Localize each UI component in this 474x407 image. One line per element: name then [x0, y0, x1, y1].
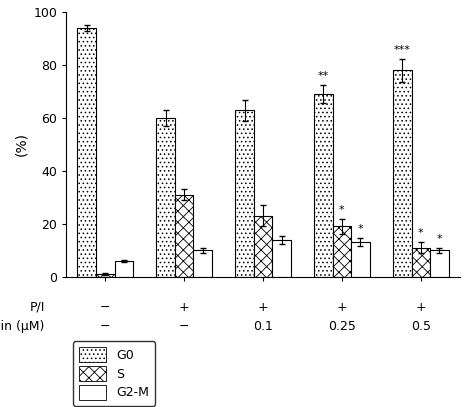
Text: +: +	[416, 300, 426, 313]
Text: −: −	[100, 320, 110, 333]
Bar	[175, 195, 193, 277]
Text: P/I: P/I	[29, 300, 45, 313]
Bar	[411, 247, 430, 277]
Legend: G0, S, G2-M: G0, S, G2-M	[73, 341, 155, 406]
Bar	[333, 226, 351, 277]
Text: 0.5: 0.5	[411, 320, 431, 333]
Text: +: +	[179, 300, 190, 313]
Text: *: *	[358, 224, 363, 234]
Text: *: *	[339, 205, 345, 214]
Y-axis label: (%): (%)	[14, 133, 28, 156]
Bar	[351, 242, 370, 277]
Bar	[77, 28, 96, 277]
Text: *: *	[437, 234, 442, 244]
Bar	[314, 94, 333, 277]
Text: **: **	[318, 71, 329, 81]
Text: −: −	[179, 320, 190, 333]
Text: +: +	[258, 300, 268, 313]
Bar	[393, 70, 411, 277]
Text: 0.25: 0.25	[328, 320, 356, 333]
Text: *: *	[418, 228, 424, 239]
Text: Shikonin (μM): Shikonin (μM)	[0, 320, 45, 333]
Bar	[96, 274, 115, 277]
Text: −: −	[100, 300, 110, 313]
Bar	[235, 110, 254, 277]
Text: ***: ***	[394, 44, 410, 55]
Bar	[156, 118, 175, 277]
Bar	[193, 250, 212, 277]
Text: +: +	[337, 300, 347, 313]
Bar	[115, 261, 133, 277]
Bar	[430, 250, 449, 277]
Text: 0.1: 0.1	[253, 320, 273, 333]
Bar	[254, 216, 273, 277]
Bar	[273, 240, 291, 277]
